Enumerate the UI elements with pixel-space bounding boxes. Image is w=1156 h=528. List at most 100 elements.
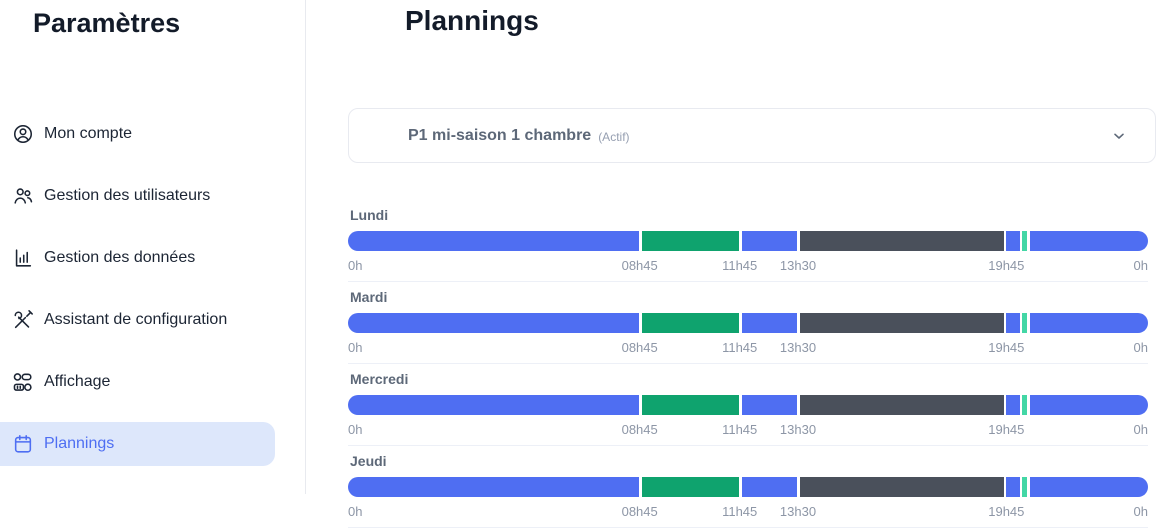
user-circle-icon [12,123,34,145]
timeline-segment [799,395,1004,415]
sidebar-item-affichage[interactable]: Affichage [0,360,275,404]
time-tick-label: 19h45 [988,340,1025,355]
time-tick-label: 13h30 [779,258,817,273]
sidebar-item-assistant-de-configuration[interactable]: Assistant de configuration [0,298,275,342]
planning-status-badge: (Actif) [598,129,630,144]
timeline-segment [641,231,740,251]
time-tick-label: 13h30 [779,422,817,437]
users-icon [12,185,34,207]
time-tick-label: 08h45 [621,340,658,355]
row-divider [348,281,1148,282]
day-row: Jeudi 0h 08h45 11h45 13h30 19h45 0h [348,454,1156,528]
timeline-bar [348,231,1148,251]
timeline-segment [1029,231,1148,251]
schedule-list: Lundi 0h 08h45 11h45 13h30 19h45 0h Mardi 0h 0… [348,208,1156,528]
time-tick-label: 0h [348,504,363,519]
time-tick-label: 0h [1133,422,1148,437]
row-divider [348,363,1148,364]
timeline-segment [1006,395,1020,415]
bar-chart-icon [12,247,34,269]
calendar-icon [12,433,34,455]
time-axis: 0h 08h45 11h45 13h30 19h45 0h [348,259,1148,273]
timeline-segment [1006,313,1020,333]
timeline-segment [1029,395,1148,415]
timeline-segment [1029,477,1148,497]
sidebar: Paramètres Mon compte Gestion des utilis… [0,0,306,494]
timeline-segment [1022,313,1028,333]
sidebar-nav: Mon compte Gestion des utilisateurs Gest… [0,112,305,466]
tools-icon [12,309,34,331]
timeline-segment [1006,477,1020,497]
time-tick-label: 19h45 [988,422,1025,437]
timeline-bar [348,477,1148,497]
day-label: Mercredi [350,371,409,387]
time-axis: 0h 08h45 11h45 13h30 19h45 0h [348,423,1148,437]
timeline-segment [741,477,798,497]
time-tick-label: 0h [348,258,363,273]
timeline-segment [741,231,798,251]
sidebar-item-label: Gestion des utilisateurs [44,187,211,204]
day-label: Lundi [350,207,389,223]
timeline-segment [741,395,798,415]
timeline-segment [1022,231,1028,251]
sidebar-item-label: Assistant de configuration [44,311,228,328]
timeline-segment [348,231,640,251]
timeline-segment [799,231,1004,251]
time-tick-label: 0h [1133,340,1148,355]
timeline-bar [348,313,1148,333]
timeline-segment [1022,395,1028,415]
timeline-segment [641,313,740,333]
time-tick-label: 08h45 [621,422,658,437]
time-tick-label: 0h [348,422,363,437]
timeline-segment [741,313,798,333]
time-axis: 0h 08h45 11h45 13h30 19h45 0h [348,341,1148,355]
sidebar-item-label: Affichage [44,373,111,390]
main-content: Plannings P1 mi-saison 1 chambre (Actif)… [306,0,1156,528]
planning-selector-label: P1 mi-saison 1 chambre [408,126,592,144]
sidebar-item-label: Mon compte [44,125,133,142]
time-tick-label: 11h45 [722,504,758,519]
day-row: Lundi 0h 08h45 11h45 13h30 19h45 0h [348,208,1156,282]
timeline-segment [641,395,740,415]
timeline-segment [1022,477,1028,497]
page-title: Plannings [405,5,539,36]
time-tick-label: 11h45 [722,422,758,437]
time-tick-label: 19h45 [988,258,1025,273]
timeline-segment [1029,313,1148,333]
sidebar-item-gestion-des-donnees[interactable]: Gestion des données [0,236,275,280]
planning-selector[interactable]: P1 mi-saison 1 chambre (Actif) [348,108,1156,163]
sidebar-item-mon-compte[interactable]: Mon compte [0,112,275,156]
time-tick-label: 19h45 [988,504,1025,519]
time-tick-label: 08h45 [621,504,658,519]
sidebar-item-label: Plannings [44,435,115,452]
timeline-segment [1006,231,1020,251]
timeline-segment [799,313,1004,333]
time-tick-label: 0h [1133,258,1148,273]
timeline-segment [348,395,640,415]
time-tick-label: 08h45 [621,258,658,273]
timeline-bar [348,395,1148,415]
timeline-segment [348,313,640,333]
sidebar-item-gestion-des-utilisateurs[interactable]: Gestion des utilisateurs [0,174,275,218]
time-axis: 0h 08h45 11h45 13h30 19h45 0h [348,505,1148,519]
day-label: Jeudi [350,453,387,469]
sidebar-item-plannings[interactable]: Plannings [0,422,275,466]
sidebar-title: Paramètres [33,8,181,38]
time-tick-label: 13h30 [779,340,817,355]
sidebar-item-label: Gestion des données [44,249,196,266]
time-tick-label: 13h30 [779,504,817,519]
day-label: Mardi [350,289,388,305]
time-tick-label: 0h [348,340,363,355]
timeline-segment [641,477,740,497]
day-row: Mercredi 0h 08h45 11h45 13h30 19h45 0h [348,372,1156,446]
day-row: Mardi 0h 08h45 11h45 13h30 19h45 0h [348,290,1156,364]
time-tick-label: 11h45 [722,258,758,273]
timeline-segment [799,477,1004,497]
row-divider [348,445,1148,446]
calendar-icon [373,125,395,147]
toggles-icon [12,371,34,393]
timeline-segment [348,477,640,497]
chevron-down-icon [1111,128,1127,144]
time-tick-label: 11h45 [722,340,758,355]
